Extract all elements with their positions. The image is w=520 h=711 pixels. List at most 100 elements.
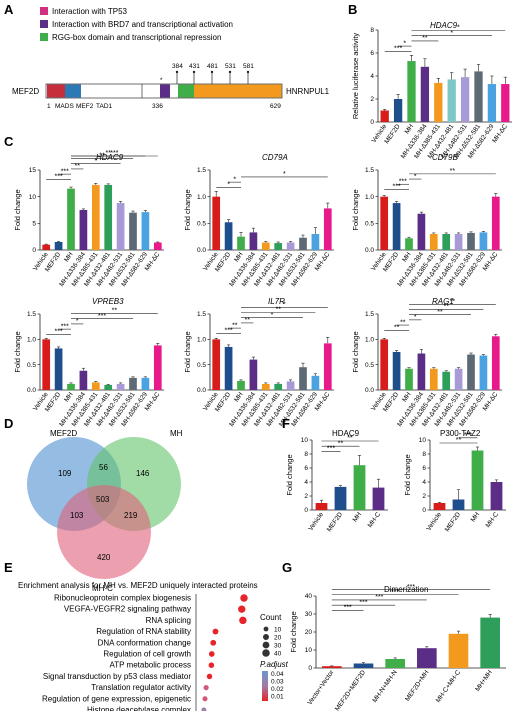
bar-5	[447, 79, 456, 122]
sig-label: **	[232, 322, 238, 329]
category-label: MH	[63, 391, 75, 404]
y-tick-label: 0	[370, 119, 374, 126]
y-tick-label: 5	[32, 221, 36, 228]
count-legend-label: 40	[274, 650, 282, 657]
bar-1	[54, 348, 63, 390]
count-legend-dot	[262, 649, 270, 657]
bar-8	[141, 212, 150, 250]
bar-3	[79, 370, 88, 390]
bar-8	[311, 375, 320, 390]
panel-label-f: F	[282, 416, 290, 431]
category-label: MH	[401, 391, 413, 404]
y-tick-label: 6	[370, 50, 374, 57]
sig-label: ***	[399, 178, 407, 185]
sig-label: *	[94, 158, 97, 165]
bar-3	[417, 648, 437, 668]
enrichment-dot	[239, 616, 247, 625]
y-tick-label: 0	[308, 665, 312, 672]
domain-label-mads: MADS	[55, 103, 74, 110]
legend-label-brd7: Interaction with BRD7 and transcriptiona…	[52, 20, 233, 29]
sig-label: **	[450, 168, 456, 175]
breakpoint-531: 531	[225, 63, 236, 70]
breakpoint-dot-581	[246, 70, 250, 74]
y-axis-label: Fold change	[13, 189, 22, 230]
legend-label-rgg: RGG-box domain and transcriptional repre…	[52, 33, 221, 42]
y-tick-label: 0.0	[365, 387, 374, 394]
bar-8	[311, 234, 320, 250]
bar-3	[420, 66, 430, 122]
bar-9	[491, 336, 500, 390]
enrichment-dot	[208, 651, 215, 657]
y-axis-label: Fold change	[285, 454, 294, 495]
bar-2	[385, 659, 405, 668]
bar-9	[153, 242, 162, 250]
legend-label-tp53: Interaction with TP53	[52, 7, 128, 16]
padj-legend-label: 0.04	[271, 671, 284, 678]
bar-1	[393, 99, 403, 122]
chart-title: CD79B	[432, 153, 458, 162]
bar-3	[249, 359, 258, 390]
y-tick-label: 4	[370, 73, 374, 80]
padj-legend-title: P.adjust	[260, 660, 289, 669]
count-legend-label: 10	[274, 626, 282, 633]
category-label: MH-N+MH-N	[371, 669, 399, 704]
bar-2	[405, 238, 413, 250]
category-label: MH	[401, 251, 413, 264]
breakpoint-dot-531	[228, 70, 232, 74]
enrichment-dot	[208, 662, 215, 668]
bar-1	[224, 222, 233, 250]
bar-2	[407, 61, 416, 122]
panel-label-e: E	[4, 560, 13, 575]
y-tick-label: 10	[29, 194, 37, 201]
padj-colorbar	[262, 671, 268, 701]
y-tick-label: 4	[422, 479, 426, 486]
bar-5	[442, 371, 451, 390]
category-label: MH-C	[367, 511, 383, 529]
y-tick-label: 0.0	[197, 247, 206, 254]
bar-9	[323, 208, 332, 250]
bar-7	[299, 367, 307, 390]
venn-mh-mhc: 219	[124, 511, 138, 520]
category-label: Vector+Vector	[306, 668, 336, 706]
count-legend-label: 20	[274, 634, 282, 641]
chart-title: CD79A	[262, 153, 288, 162]
y-axis-label: Fold change	[351, 331, 360, 372]
category-label: MH	[470, 511, 482, 524]
y-tick-label: 6	[304, 465, 308, 472]
domain-mef2	[65, 84, 81, 98]
y-tick-label: 0	[422, 507, 426, 514]
sig-label: *	[403, 40, 406, 47]
bar-2	[405, 368, 413, 390]
bar-6	[286, 242, 295, 250]
bar-5	[104, 184, 113, 250]
sig-label: **	[275, 307, 281, 314]
bar-3	[79, 210, 88, 250]
chart-title: VPREB3	[92, 297, 124, 306]
bar-3	[490, 482, 503, 510]
bar-1	[54, 242, 63, 250]
bar-8	[479, 232, 488, 250]
breakpoint-581: 581	[243, 63, 254, 70]
sig-label: **	[422, 35, 428, 42]
bar-0	[212, 196, 221, 250]
sig-label: **	[112, 308, 118, 315]
sig-label: **	[347, 435, 353, 442]
bar-8	[487, 84, 497, 122]
sig-label: **	[456, 437, 462, 444]
venn-circle-mhc	[57, 485, 151, 579]
category-label: MEF2D	[444, 511, 463, 533]
y-axis-label: Fold change	[403, 454, 412, 495]
sig-label: **	[450, 298, 456, 305]
term-label: VEGFA-VEGFR2 signaling pathway	[64, 605, 191, 614]
sig-label: *	[76, 318, 79, 325]
bar-4	[429, 368, 438, 390]
y-tick-label: 30	[305, 611, 313, 618]
y-axis-label: Fold change	[351, 189, 360, 230]
category-label: Vehicle	[307, 511, 325, 532]
sig-label: **	[400, 319, 406, 326]
sig-label: *	[233, 176, 236, 183]
enrichment-dot	[212, 628, 219, 635]
venn-mh-only: 146	[136, 469, 150, 478]
breakpoint-dot-481	[210, 70, 214, 74]
